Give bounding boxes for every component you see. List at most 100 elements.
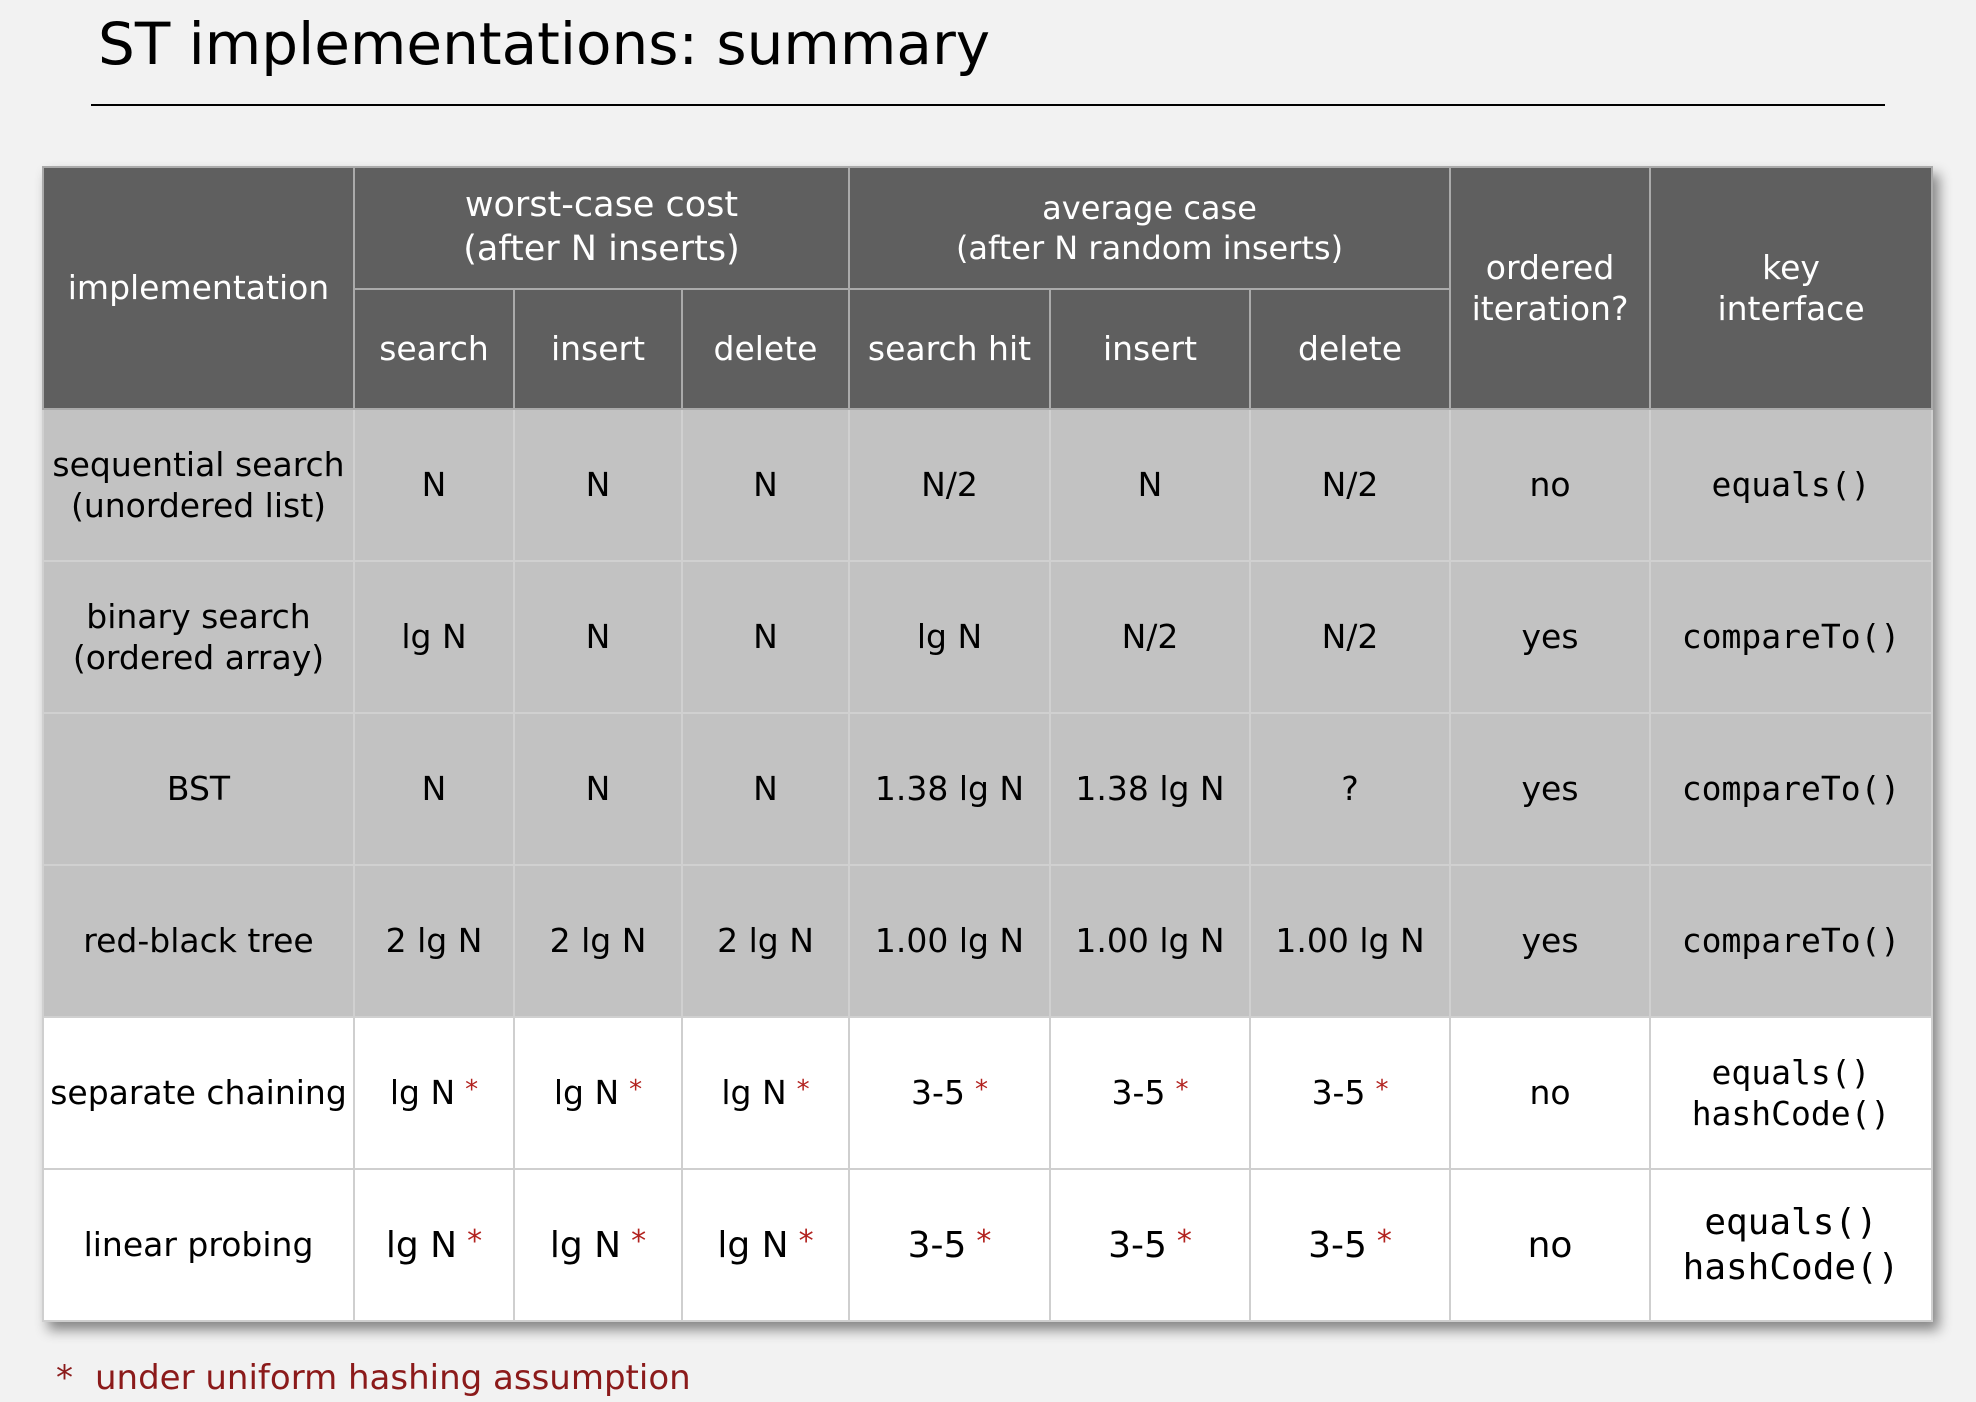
header-key-interface: key interface — [1649, 166, 1934, 410]
row-implementation: BST — [42, 712, 355, 866]
row-implementation-line2: (ordered array) — [72, 638, 325, 677]
cell-avg-search-hit: 3-5 * — [848, 1016, 1051, 1170]
cell-value: 3-5 — [911, 1073, 965, 1113]
row-implementation-line1: binary search — [86, 596, 311, 636]
cell-worst-insert: N — [513, 408, 683, 562]
asterisk-icon: * — [974, 1075, 988, 1106]
asterisk-icon: * — [629, 1075, 643, 1106]
cell-avg-search-hit: lg N — [848, 560, 1051, 714]
cell-value: 3-5 — [1111, 1073, 1166, 1113]
cell-worst-search: N — [353, 408, 515, 562]
cell-ordered-iteration: no — [1449, 1016, 1652, 1170]
header-worst-search: search — [353, 288, 515, 410]
row-implementation-line1: linear probing — [83, 1225, 314, 1265]
cell-value: lg N — [549, 1224, 622, 1266]
cell-key-interface: compareTo() — [1649, 712, 1934, 866]
asterisk-icon: * — [796, 1075, 810, 1106]
header-average-case-line1: average case — [1042, 189, 1257, 227]
asterisk-icon: * — [631, 1223, 647, 1259]
cell-key-interface: compareTo() — [1649, 864, 1934, 1018]
key-method: compareTo() — [1681, 769, 1901, 809]
row-implementation-line2: (unordered list) — [70, 486, 327, 525]
cell-value: 3-5 — [1308, 1224, 1367, 1266]
table-row: red-black tree 2 lg N 2 lg N 2 lg N 1.00… — [42, 864, 1934, 1018]
cell-value: 3-5 — [907, 1224, 967, 1266]
header-worst-delete: delete — [681, 288, 850, 410]
cell-avg-search-hit: 3-5 * — [848, 1168, 1051, 1322]
cell-key-interface: equals() — [1649, 408, 1934, 562]
header-implementation: implementation — [42, 166, 355, 410]
cell-ordered-iteration: no — [1449, 1168, 1652, 1322]
cell-worst-delete: lg N * — [681, 1168, 850, 1322]
table-row: BST N N N 1.38 lg N 1.38 lg N ? yes comp… — [42, 712, 1934, 866]
footnote-asterisk-icon: * — [56, 1358, 73, 1398]
row-implementation-line1: BST — [166, 769, 231, 809]
asterisk-icon: * — [465, 1075, 479, 1106]
cell-value: lg N — [553, 1073, 620, 1113]
cell-avg-insert: 3-5 * — [1049, 1016, 1251, 1170]
cell-ordered-iteration: yes — [1449, 712, 1652, 866]
row-implementation: red-black tree — [42, 864, 355, 1018]
key-method: equals() — [1711, 465, 1871, 505]
cell-worst-search: lg N — [353, 560, 515, 714]
cell-avg-delete: 3-5 * — [1248, 1016, 1452, 1170]
row-implementation-line1: red-black tree — [83, 921, 314, 961]
cell-key-interface: compareTo() — [1649, 560, 1934, 714]
cell-ordered-iteration: no — [1449, 408, 1652, 562]
header-row-columns: search insert delete search hit insert d… — [43, 288, 1932, 410]
asterisk-icon: * — [1376, 1223, 1392, 1259]
cell-worst-delete: lg N * — [681, 1016, 850, 1170]
cell-key-interface: equals() hashCode() — [1649, 1016, 1934, 1170]
cell-avg-insert: 1.00 lg N — [1049, 864, 1251, 1018]
slide-title: ST implementations: summary — [98, 10, 991, 78]
cell-worst-delete: 2 lg N — [681, 864, 850, 1018]
row-implementation: sequential search (unordered list) — [42, 408, 355, 562]
cell-worst-search: 2 lg N — [353, 864, 515, 1018]
table-row: sequential search (unordered list) N N N… — [42, 408, 1934, 562]
cell-avg-delete: N/2 — [1248, 560, 1452, 714]
header-avg-search-hit: search hit — [848, 288, 1051, 410]
cell-worst-insert: N — [513, 712, 683, 866]
cell-worst-search: lg N * — [353, 1168, 515, 1322]
header-avg-insert: insert — [1049, 288, 1251, 410]
cell-avg-delete: 3-5 * — [1248, 1168, 1452, 1322]
header-row-groups: implementation worst-case cost (after N … — [42, 166, 1934, 410]
cell-worst-insert: 2 lg N — [513, 864, 683, 1018]
cell-avg-search-hit: 1.00 lg N — [848, 864, 1051, 1018]
cell-ordered-iteration: yes — [1449, 560, 1652, 714]
cell-avg-delete: N/2 — [1248, 408, 1452, 562]
key-method: equals() — [1704, 1202, 1878, 1243]
header-key-line1: key — [1762, 247, 1820, 287]
header-worst-case-line2: (after N inserts) — [463, 229, 740, 269]
header-average-case-line2: (after N random inserts) — [955, 229, 1344, 267]
key-method: compareTo() — [1681, 617, 1901, 657]
cell-avg-insert: 3-5 * — [1049, 1168, 1251, 1322]
title-divider — [91, 104, 1885, 106]
header-key-line2: interface — [1717, 289, 1865, 328]
table-row: linear probing lg N * lg N * lg N * 3-5 * 3-… — [42, 1168, 1934, 1322]
cell-worst-insert: lg N * — [513, 1016, 683, 1170]
cell-worst-delete: N — [681, 712, 850, 866]
row-implementation-line1: separate chaining — [50, 1073, 347, 1113]
header-worst-insert: insert — [513, 288, 683, 410]
header-ordered-line2: iteration? — [1471, 289, 1629, 328]
st-summary-table: implementation worst-case cost (after N … — [42, 166, 1934, 1322]
cell-worst-search: N — [353, 712, 515, 866]
cell-avg-search-hit: N/2 — [848, 408, 1051, 562]
key-method: hashCode() — [1691, 1094, 1891, 1133]
cell-worst-delete: N — [681, 560, 850, 714]
footnote-text: under uniform hashing assumption — [95, 1358, 691, 1398]
asterisk-icon: * — [467, 1223, 483, 1259]
header-worst-case: worst-case cost (after N inserts) — [353, 166, 850, 290]
header-average-case: average case (after N random inserts) — [847, 166, 1452, 290]
cell-avg-insert: N/2 — [1049, 560, 1251, 714]
cell-value: 3-5 — [1108, 1224, 1167, 1266]
cell-key-interface: equals() hashCode() — [1649, 1168, 1934, 1322]
key-method: hashCode() — [1682, 1247, 1900, 1288]
cell-worst-insert: lg N * — [513, 1168, 683, 1322]
cell-value: lg N — [385, 1224, 458, 1266]
key-method: compareTo() — [1681, 921, 1901, 961]
cell-value: lg N — [721, 1073, 787, 1113]
asterisk-icon: * — [976, 1223, 992, 1259]
cell-avg-delete: ? — [1248, 712, 1452, 866]
